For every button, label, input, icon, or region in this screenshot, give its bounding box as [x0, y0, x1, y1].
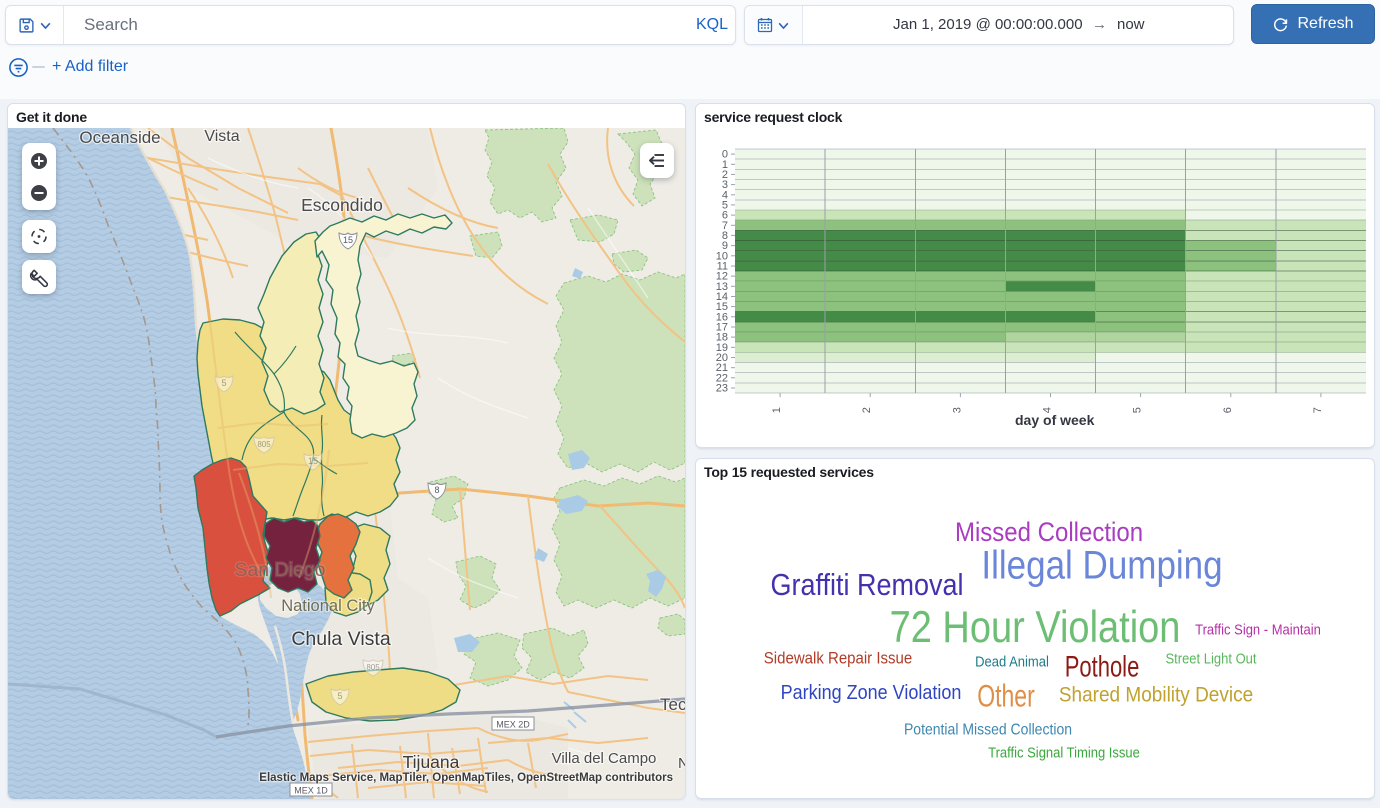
svg-text:Chula Vista: Chula Vista: [291, 628, 391, 650]
svg-text:Tijuana: Tijuana: [403, 752, 460, 772]
svg-text:MEX 1D: MEX 1D: [294, 786, 328, 796]
svg-text:4: 4: [722, 189, 728, 201]
svg-text:6: 6: [1222, 407, 1234, 413]
svg-text:2: 2: [722, 169, 728, 181]
svg-text:10: 10: [716, 250, 728, 262]
svg-text:805: 805: [257, 440, 271, 449]
svg-text:Escondido: Escondido: [301, 195, 383, 215]
svg-text:6: 6: [722, 210, 728, 222]
svg-text:13: 13: [716, 281, 728, 293]
svg-text:5: 5: [337, 691, 342, 701]
svg-text:18: 18: [716, 332, 728, 344]
svg-text:0: 0: [722, 149, 728, 161]
svg-text:3: 3: [951, 407, 963, 413]
svg-text:23: 23: [716, 383, 728, 395]
svg-text:National City: National City: [281, 597, 375, 615]
svg-text:19: 19: [716, 342, 728, 354]
svg-text:22: 22: [716, 372, 728, 384]
svg-text:8: 8: [434, 485, 439, 495]
svg-text:12: 12: [716, 271, 728, 283]
svg-text:N: N: [678, 755, 685, 772]
svg-text:11: 11: [717, 261, 728, 273]
svg-text:Villa del Campo: Villa del Campo: [552, 750, 657, 767]
svg-text:3: 3: [722, 179, 728, 191]
svg-text:Vista: Vista: [204, 128, 239, 145]
svg-text:20: 20: [716, 352, 728, 364]
svg-text:21: 21: [716, 362, 728, 374]
svg-text:Oceanside: Oceanside: [79, 128, 160, 147]
svg-text:2: 2: [861, 407, 873, 413]
svg-text:MEX 2D: MEX 2D: [496, 720, 530, 730]
svg-text:4: 4: [1042, 407, 1054, 413]
svg-text:15: 15: [308, 456, 318, 466]
svg-text:17: 17: [716, 322, 728, 334]
svg-text:15: 15: [343, 235, 353, 245]
svg-text:14: 14: [716, 291, 728, 303]
svg-text:5: 5: [1132, 407, 1144, 413]
svg-text:16: 16: [716, 311, 728, 323]
svg-text:15: 15: [716, 301, 728, 313]
svg-text:805: 805: [366, 663, 380, 672]
svg-text:1: 1: [771, 407, 783, 413]
svg-text:7: 7: [722, 220, 728, 232]
svg-text:5: 5: [221, 378, 226, 388]
svg-text:San Diego: San Diego: [234, 559, 325, 581]
svg-text:Tec: Tec: [660, 695, 685, 714]
svg-text:5: 5: [722, 199, 728, 211]
svg-text:9: 9: [722, 240, 728, 252]
svg-text:8: 8: [722, 230, 728, 242]
svg-text:7: 7: [1312, 407, 1324, 413]
svg-text:1: 1: [722, 159, 728, 171]
